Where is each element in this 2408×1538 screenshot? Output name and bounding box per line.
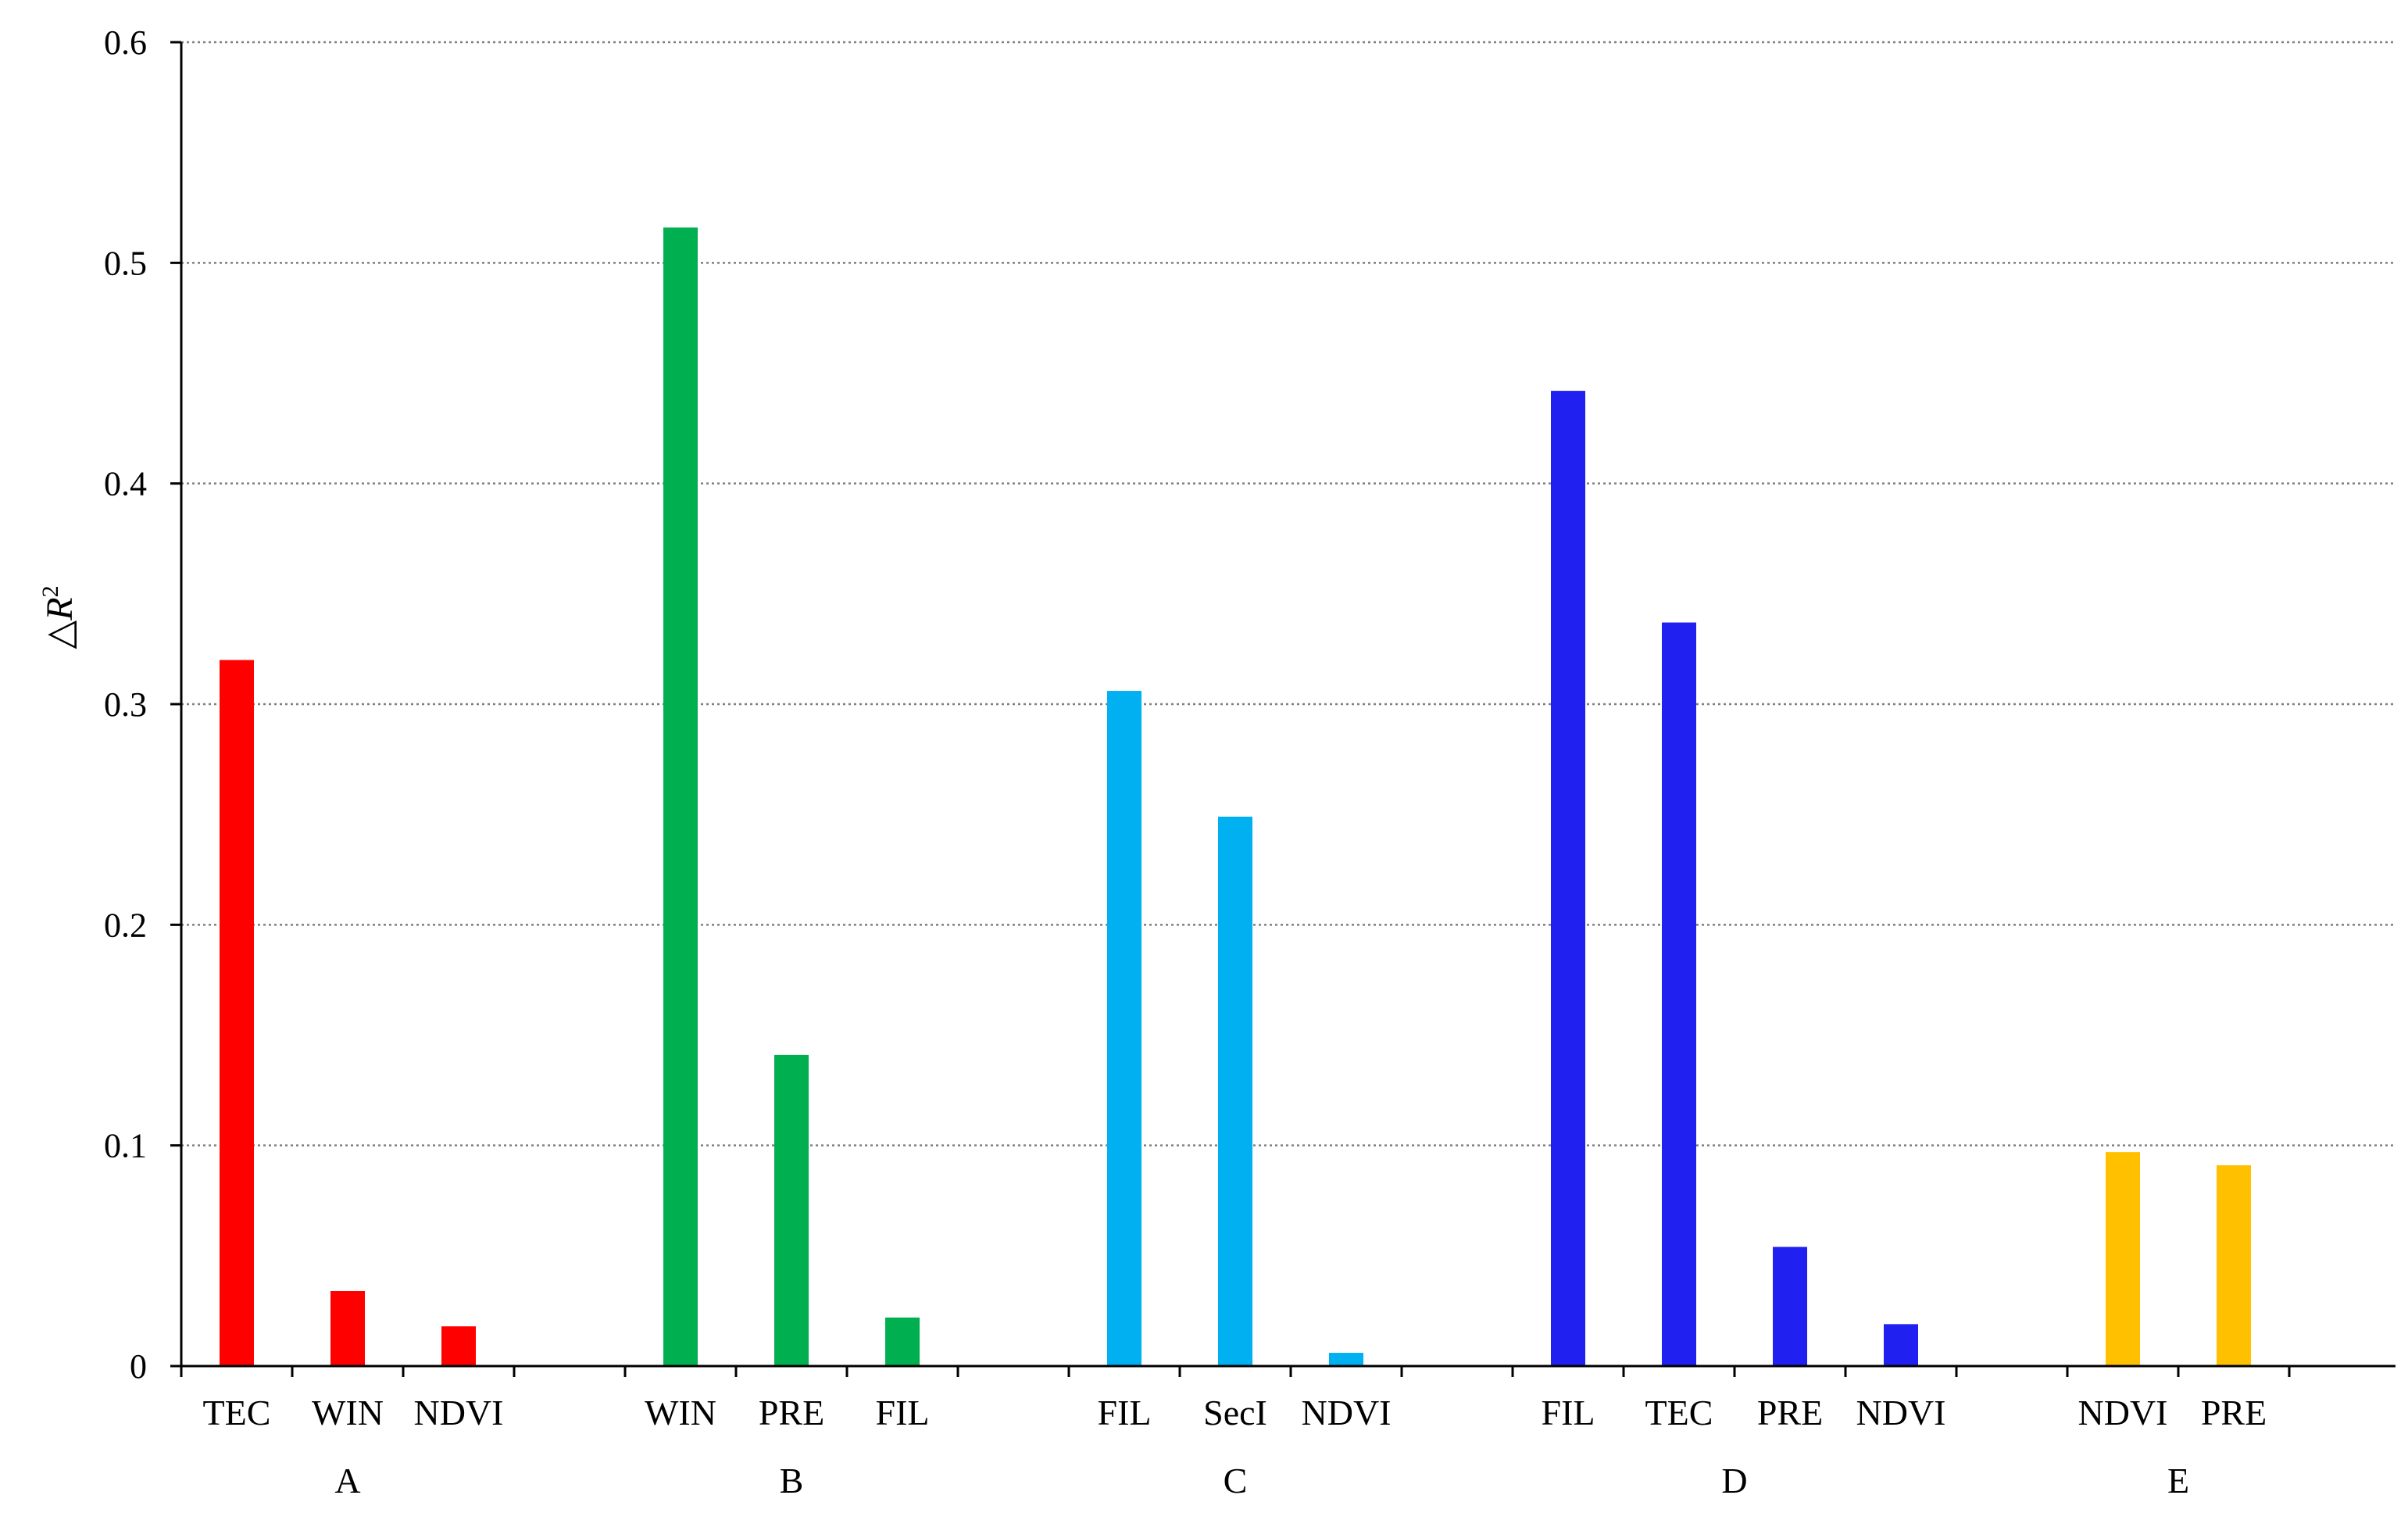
x-category-label: PRE: [1757, 1393, 1823, 1432]
bar-C-ndvi: [1329, 1353, 1363, 1366]
bars: [220, 227, 2251, 1366]
group-label-c: C: [1224, 1461, 1248, 1500]
y-axis-label-prefix: △: [39, 621, 80, 649]
x-category-label: NDVI: [1856, 1393, 1946, 1432]
y-axis-label-main: R: [39, 597, 80, 621]
y-tick-label: 0.5: [104, 244, 147, 282]
y-axis-label: △R2: [38, 585, 80, 649]
bar-D-tec: [1662, 622, 1696, 1366]
bar-D-pre: [1773, 1246, 1807, 1366]
y-tick-label: 0: [130, 1347, 147, 1386]
y-axis-label-sup: 2: [38, 585, 63, 597]
bar-D-ndvi: [1884, 1324, 1918, 1366]
x-category-label: FIL: [876, 1393, 930, 1432]
group-label-a: A: [334, 1461, 360, 1500]
x-category-label: PRE: [759, 1393, 824, 1432]
bar-B-win: [663, 227, 698, 1366]
x-ticks: [180, 1366, 2291, 1377]
x-category-label: WIN: [312, 1393, 384, 1432]
x-category-label: FIL: [1542, 1393, 1595, 1432]
y-tick-label: 0.3: [104, 685, 147, 724]
group-label-d: D: [1721, 1461, 1747, 1500]
x-category-label: FIL: [1098, 1393, 1152, 1432]
bar-B-pre: [774, 1054, 809, 1366]
x-category-label: NDVI: [1302, 1393, 1392, 1432]
bar-A-tec: [220, 660, 254, 1366]
bar-C-fil: [1107, 691, 1141, 1366]
x-category-label: TEC: [1645, 1393, 1713, 1432]
y-tick-label: 0.4: [104, 465, 147, 503]
group-label-e: E: [2167, 1461, 2189, 1500]
y-tick-label: 0.6: [104, 23, 147, 62]
x-category-label: TEC: [203, 1393, 271, 1432]
bar-B-fil: [885, 1317, 920, 1366]
bar-A-ndvi: [441, 1326, 476, 1366]
x-category-label: PRE: [2201, 1393, 2267, 1432]
bar-C-seci: [1218, 816, 1252, 1366]
x-category-label: SecI: [1203, 1393, 1267, 1432]
bar-E-ndvi: [2106, 1152, 2140, 1366]
group-label-b: B: [780, 1461, 804, 1500]
y-tick-label: 0.2: [104, 906, 147, 944]
category-labels: TEC WIN NDVI A WIN PRE FIL B FIL SecI NDVI C FIL TEC P…: [203, 1393, 2267, 1500]
x-category-label: WIN: [645, 1393, 716, 1432]
x-category-label: NDVI: [2078, 1393, 2168, 1432]
y-tick-label: 0.1: [104, 1127, 147, 1165]
gridlines: [181, 41, 2395, 1146]
bar-D-fil: [1551, 391, 1585, 1366]
bar-E-pre: [2217, 1165, 2251, 1366]
y-ticks: 0 0.1 0.2 0.3 0.4 0.5 0.6: [104, 23, 181, 1386]
x-category-label: NDVI: [414, 1393, 504, 1432]
bar-A-win: [330, 1291, 365, 1366]
